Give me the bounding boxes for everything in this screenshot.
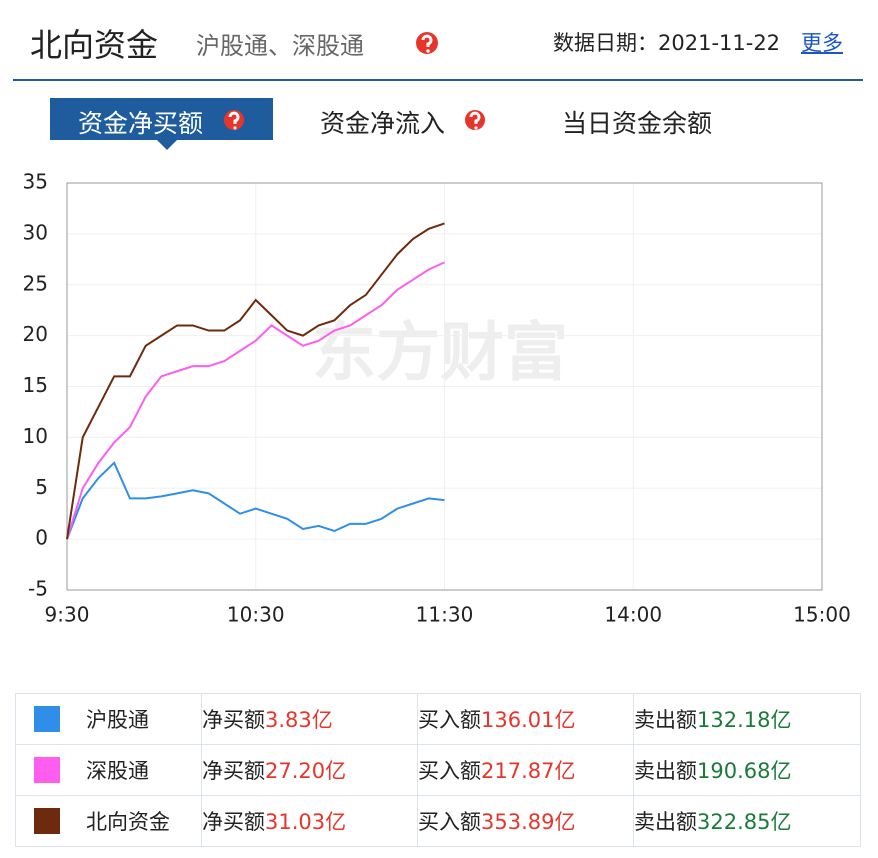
x-tick-label: 11:30	[416, 603, 474, 627]
x-tick-label: 9:30	[45, 603, 90, 627]
field-value: 217.87亿	[481, 759, 576, 783]
legend-table: 沪股通 净买额3.83亿 买入额136.01亿 卖出额132.18亿 深股通 净买额27.…	[15, 693, 861, 847]
legend-cell: 卖出额190.68亿	[633, 744, 861, 796]
legend-cell: 买入额136.01亿	[417, 693, 634, 745]
line-series	[66, 461, 445, 540]
y-tick-label: 15	[23, 373, 48, 397]
legend-cell: 买入额217.87亿	[417, 744, 634, 796]
x-tick-label: 14:00	[604, 603, 662, 627]
legend-cell: 沪股通	[15, 693, 202, 745]
field-label: 净买额	[202, 759, 265, 783]
y-tick-label: -5	[28, 577, 48, 601]
field-label: 卖出额	[634, 810, 697, 834]
tab[interactable]: 资金净买额	[78, 109, 204, 138]
field-label: 净买额	[202, 708, 265, 732]
legend-row: 北向资金 净买额31.03亿 买入额353.89亿 卖出额322.85亿	[15, 795, 861, 847]
field-value: 31.03亿	[265, 810, 347, 834]
x-tick-label: 10:30	[227, 603, 285, 627]
legend-name: 沪股通	[86, 708, 149, 732]
tab-pointer	[156, 139, 178, 150]
legend-row: 沪股通 净买额3.83亿 买入额136.01亿 卖出额132.18亿	[15, 693, 861, 745]
field-value: 136.01亿	[481, 708, 576, 732]
tab[interactable]: 资金净流入	[320, 109, 446, 138]
line-series	[66, 222, 445, 540]
legend-cell: 北向资金	[15, 795, 202, 847]
field-value: 190.68亿	[697, 759, 792, 783]
field-value: 322.85亿	[697, 810, 792, 834]
x-tick-label: 15:00	[793, 603, 851, 627]
field-label: 买入额	[418, 759, 481, 783]
legend-cell: 买入额353.89亿	[417, 795, 634, 847]
legend-cell: 深股通	[15, 744, 202, 796]
y-tick-label: 10	[23, 424, 48, 448]
field-label: 买入额	[418, 708, 481, 732]
more-link[interactable]: 更多	[801, 31, 843, 55]
legend-swatch	[34, 808, 60, 834]
legend-name: 北向资金	[86, 810, 170, 834]
field-value: 27.20亿	[265, 759, 347, 783]
legend-name: 深股通	[86, 759, 149, 783]
help-icon[interactable]	[463, 108, 487, 132]
subtitle: 沪股通、深股通	[196, 32, 364, 60]
field-value: 132.18亿	[697, 708, 792, 732]
help-icon[interactable]	[414, 30, 440, 56]
legend-cell: 净买额3.83亿	[201, 693, 418, 745]
y-tick-label: 20	[23, 322, 48, 346]
y-tick-label: 0	[35, 526, 48, 550]
tab[interactable]: 当日资金余额	[562, 109, 713, 138]
y-tick-label: 25	[23, 271, 48, 295]
field-value: 353.89亿	[481, 810, 576, 834]
y-tick-label: 35	[23, 170, 48, 194]
plot-frame	[66, 182, 823, 591]
title: 北向资金	[30, 26, 159, 64]
line-series	[66, 261, 445, 540]
field-value: 3.83亿	[265, 708, 333, 732]
legend-row: 深股通 净买额27.20亿 买入额217.87亿 卖出额190.68亿	[15, 744, 861, 796]
legend-cell: 卖出额322.85亿	[633, 795, 861, 847]
field-label: 净买额	[202, 810, 265, 834]
legend-swatch	[34, 706, 60, 732]
watermark: 东方财富	[312, 317, 568, 391]
date-label: 数据日期：2021-11-22	[553, 31, 781, 55]
help-icon[interactable]	[222, 108, 246, 132]
y-tick-label: 30	[23, 220, 48, 244]
legend-cell: 净买额31.03亿	[201, 795, 418, 847]
field-label: 卖出额	[634, 708, 697, 732]
header-rule	[13, 79, 863, 81]
y-tick-label: 5	[35, 475, 48, 499]
field-label: 卖出额	[634, 759, 697, 783]
legend-swatch	[34, 757, 60, 783]
chart: 东方财富 -5 0 5 10 15 20 25 30 35 9:30 10:30 11:30 14:00 1…	[23, 170, 851, 627]
legend-cell: 净买额27.20亿	[201, 744, 418, 796]
field-label: 买入额	[418, 810, 481, 834]
legend-cell: 卖出额132.18亿	[633, 693, 861, 745]
